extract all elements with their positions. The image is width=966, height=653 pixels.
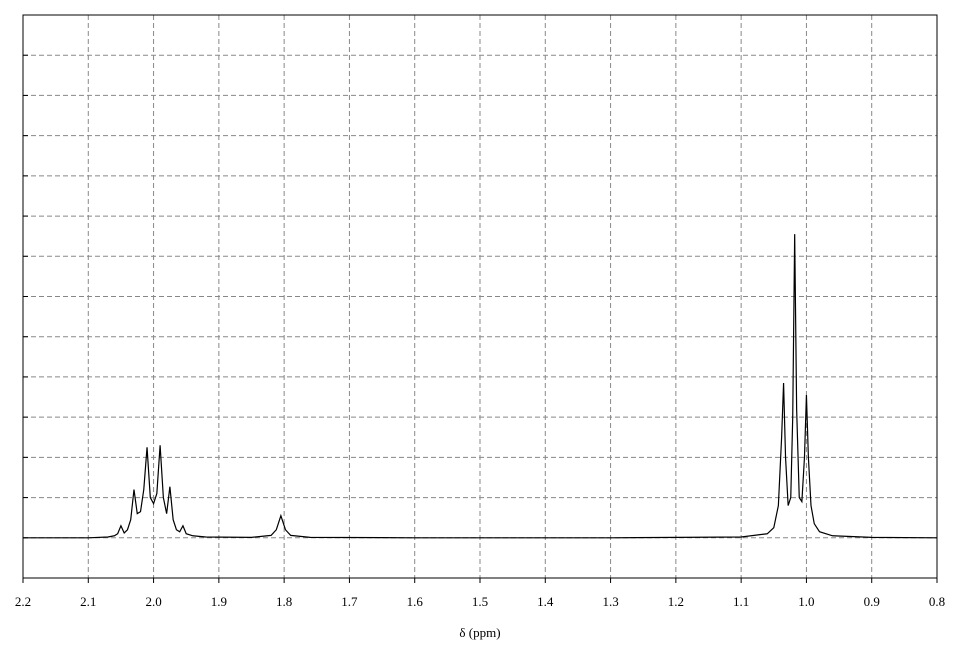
x-tick-label: 1.0 bbox=[798, 594, 814, 609]
x-axis-label: δ (ppm) bbox=[459, 625, 500, 640]
x-tick-label: 2.0 bbox=[145, 594, 161, 609]
spectrum-line bbox=[23, 234, 938, 539]
x-tick-label: 1.1 bbox=[733, 594, 749, 609]
x-tick-label: 1.2 bbox=[668, 594, 684, 609]
x-tick-label: 2.1 bbox=[80, 594, 96, 609]
x-tick-label: 1.6 bbox=[407, 594, 424, 609]
plot-frame bbox=[22, 14, 938, 579]
x-tick-label: 1.4 bbox=[537, 594, 554, 609]
x-tick-label: 1.5 bbox=[472, 594, 488, 609]
x-tick-label: 2.2 bbox=[15, 594, 31, 609]
x-tick-label: 0.8 bbox=[929, 594, 945, 609]
x-tick-label: 1.3 bbox=[602, 594, 618, 609]
x-tick-label: 1.7 bbox=[341, 594, 358, 609]
x-tick-label: 0.9 bbox=[864, 594, 880, 609]
x-tick-label: 1.9 bbox=[211, 594, 227, 609]
x-tick-label: 1.8 bbox=[276, 594, 292, 609]
